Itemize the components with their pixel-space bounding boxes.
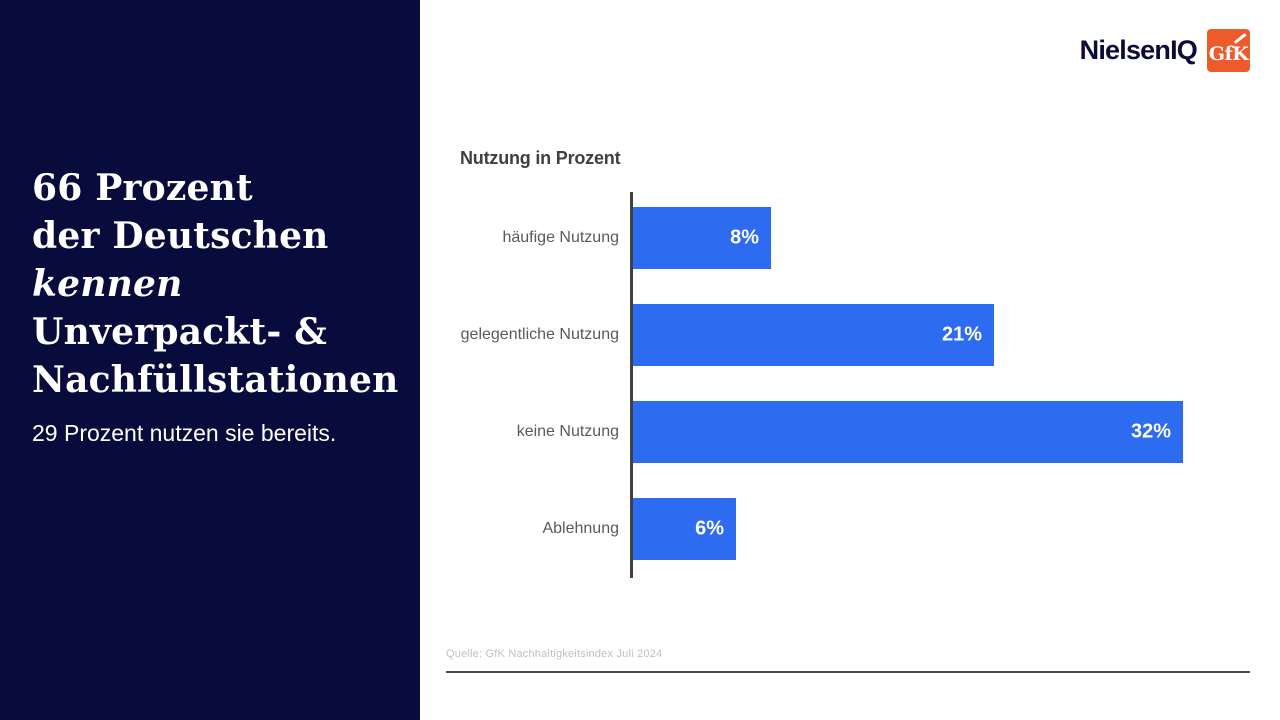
bar-rows: häufige Nutzung 8% gelegentliche Nutzung 21… (460, 207, 1183, 560)
headline-line: kennen (32, 263, 183, 305)
gfk-logo: GfK (1207, 29, 1250, 72)
bar-value-label: 32% (1130, 420, 1171, 443)
headline-line: Nachfüllstationen (32, 359, 399, 401)
bar-category-label: Ablehnung (542, 520, 619, 537)
bar-row: häufige Nutzung 8% (460, 207, 1183, 269)
footer-divider (446, 671, 1250, 673)
bar-row: keine Nutzung 32% (460, 401, 1183, 463)
bar-category-label: gelegentliche Nutzung (460, 326, 619, 343)
bar-value-label: 6% (695, 517, 724, 540)
subline: 29 Prozent nutzen sie bereits. (32, 420, 337, 446)
bar: 21% (633, 304, 994, 366)
headline-line: Unverpackt- & (32, 311, 327, 353)
bar-value-label: 8% (730, 226, 759, 249)
headline-line: der Deutschen (32, 215, 329, 257)
chart-axis-line (630, 192, 633, 578)
bar: 8% (633, 207, 771, 269)
bar: 32% (633, 401, 1183, 463)
bar-row: Ablehnung 6% (460, 498, 1183, 560)
nielseniq-logo: NielsenIQ (1079, 35, 1198, 65)
bar-value-label: 21% (941, 323, 982, 346)
logo-row: NielsenIQ GfK (1080, 29, 1250, 72)
right-panel: NielsenIQ GfK Nutzung in Prozent häufige… (420, 0, 1280, 720)
bar: 6% (633, 498, 736, 560)
source-text: Quelle: GfK Nachhaltigkeitsindex Juli 20… (446, 648, 663, 660)
chart-title: Nutzung in Prozent (460, 148, 621, 168)
bar-category-label: häufige Nutzung (502, 229, 619, 246)
gfk-logo-text: GfK (1208, 42, 1249, 65)
headline-line: 66 Prozent (32, 167, 253, 209)
left-panel: 66 Prozent der Deutschen kennen Unverpackt-… (0, 0, 420, 720)
bar-row: gelegentliche Nutzung 21% (460, 304, 1183, 366)
bar-category-label: keine Nutzung (516, 423, 619, 440)
headline: 66 Prozent der Deutschen kennen Unverpackt-… (32, 164, 418, 404)
